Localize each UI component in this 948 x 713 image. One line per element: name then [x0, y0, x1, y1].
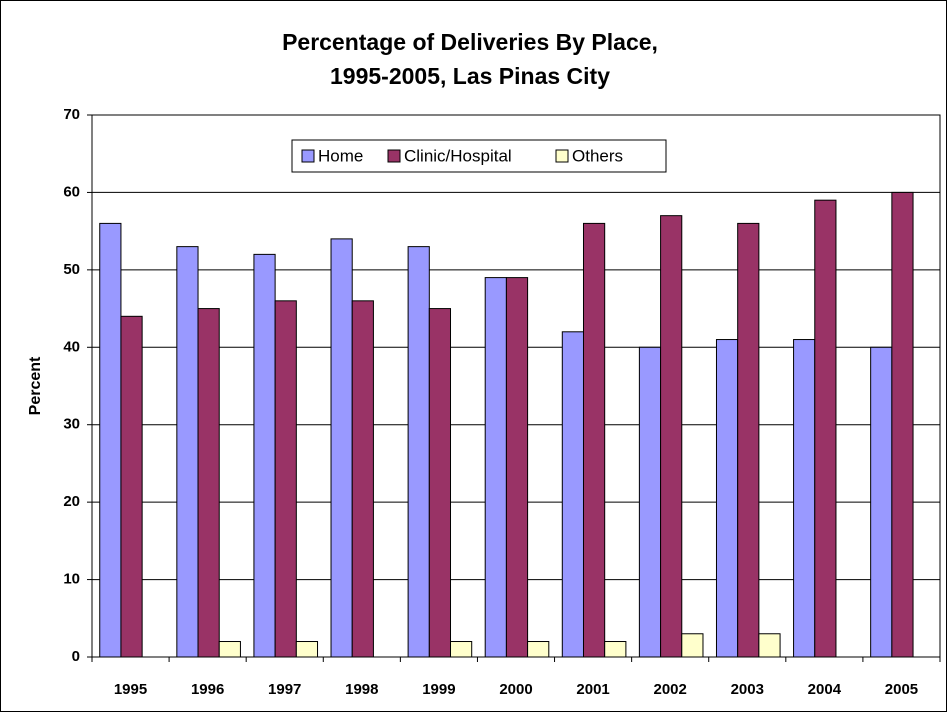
bar: [295, 641, 319, 658]
x-tick-label: 1996: [191, 681, 224, 698]
legend-label: Clinic/Hospital: [404, 146, 512, 165]
y-tick-label: 10: [63, 571, 80, 588]
bar: [218, 641, 241, 658]
bar: [407, 246, 430, 658]
bar: [484, 277, 507, 658]
bar: [638, 346, 662, 658]
y-tick-label: 70: [63, 106, 80, 123]
bar: [681, 633, 704, 658]
bar: [870, 346, 893, 658]
x-tick-label: 2004: [808, 681, 842, 698]
x-tick-label: 2005: [885, 681, 918, 698]
legend-label: Others: [572, 146, 623, 165]
bar: [428, 308, 452, 658]
x-tick-label: 2000: [499, 681, 532, 698]
x-tick-label: 1997: [268, 681, 301, 698]
bar: [197, 308, 220, 658]
bar: [758, 633, 781, 658]
bar: [351, 300, 374, 658]
bar: [891, 191, 914, 658]
bar: [99, 222, 122, 658]
bar: [660, 215, 683, 658]
bar: [274, 300, 297, 658]
legend-swatch: [387, 149, 401, 163]
y-tick-label: 0: [72, 648, 80, 665]
y-tick-label: 40: [63, 338, 80, 355]
bar: [450, 641, 473, 658]
bar: [793, 339, 816, 658]
legend-swatch: [301, 149, 315, 163]
bar: [737, 222, 760, 658]
legend-label: Home: [318, 146, 363, 165]
x-tick-label: 2003: [731, 681, 764, 698]
x-tick-label: 1998: [345, 681, 378, 698]
bar: [582, 222, 606, 658]
bar: [527, 641, 550, 658]
y-tick-label: 50: [63, 261, 80, 278]
x-tick-label: 1995: [114, 681, 147, 698]
bar: [505, 277, 529, 658]
bar: [604, 641, 627, 658]
bar: [120, 315, 143, 658]
bar: [715, 339, 739, 658]
y-tick-label: 60: [63, 183, 80, 200]
y-tick-label: 20: [63, 493, 80, 510]
chart-title: 1995-2005, Las Pinas City: [330, 63, 610, 89]
chart-title: Percentage of Deliveries By Place,: [282, 29, 658, 55]
y-axis-label: Percent: [27, 356, 44, 415]
x-tick-label: 2001: [576, 681, 609, 698]
x-tick-label: 2002: [653, 681, 686, 698]
bar: [561, 331, 584, 658]
x-tick-label: 1999: [422, 681, 455, 698]
y-tick-label: 30: [63, 416, 80, 433]
bar: [253, 253, 276, 658]
bar: [814, 199, 837, 658]
legend-swatch: [555, 149, 569, 163]
bar: [176, 246, 199, 658]
bar: [330, 238, 353, 658]
legend-box: [291, 139, 667, 173]
